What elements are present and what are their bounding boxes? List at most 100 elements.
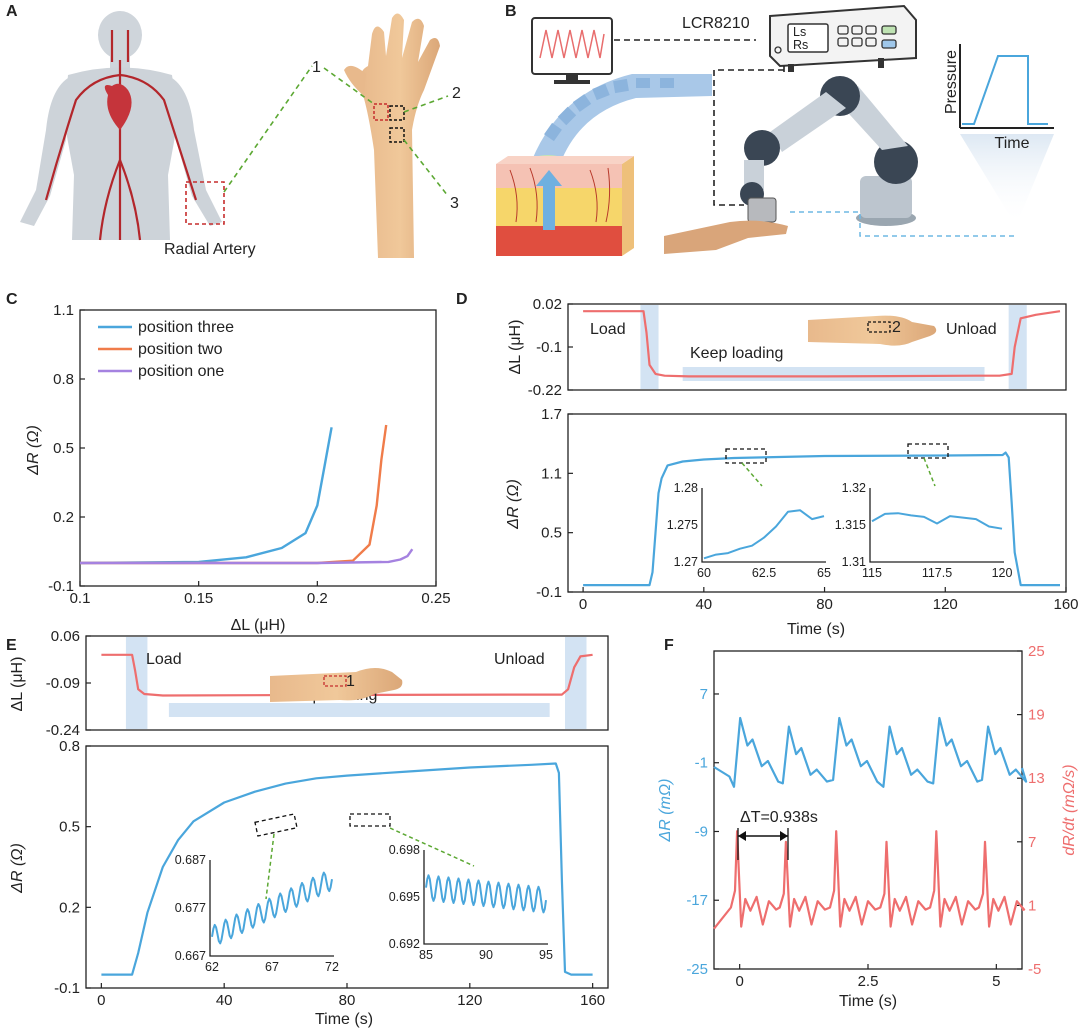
- robot-arm: [740, 76, 918, 226]
- inset-x-tick-label: 117.5: [922, 566, 952, 580]
- inset-line: [703, 509, 825, 560]
- chart-c-y-tick-label: 0.2: [53, 509, 74, 526]
- f-x-tick-label: 5: [992, 973, 1000, 990]
- chart-d-bottom-y-tick-label: 1.1: [541, 465, 562, 482]
- panel-letter-a: A: [6, 3, 18, 20]
- panel-letter-e: E: [6, 637, 17, 654]
- skin-cross-section: [496, 156, 634, 256]
- chart-c-ylabel: ΔR (Ω): [25, 425, 42, 476]
- zoom-connector: [389, 827, 475, 867]
- chart-d-bottom-ylabel: ΔR (Ω): [505, 479, 522, 530]
- hand-illustration: [664, 220, 788, 254]
- pressure-axis-label: Pressure: [943, 50, 960, 114]
- f-right-tick-label: 19: [1028, 707, 1045, 724]
- e-load-label: Load: [146, 651, 182, 668]
- inset-y-tick-label: 0.667: [175, 949, 206, 963]
- f-left-tick-label: -25: [686, 961, 708, 978]
- chart-e-top-y-tick-label: -0.24: [46, 722, 80, 739]
- f-right-tick-label: 1: [1028, 897, 1036, 914]
- screen-label-ls: Ls: [793, 25, 806, 39]
- chart-c-y-tick-label: -0.1: [48, 578, 74, 595]
- pressure-profile-inset: Pressure Time: [943, 44, 1054, 226]
- chart-e-bottom-x-tick-label: 120: [457, 992, 482, 1009]
- delta-t-label: ΔT=0.938s: [740, 809, 818, 826]
- legend-entry: position one: [138, 363, 224, 380]
- f-left-tick-label: -1: [695, 755, 708, 772]
- lcr-meter-icon: Ls Rs: [769, 4, 917, 72]
- callout-lines: [223, 65, 449, 197]
- inset-line: [211, 871, 333, 945]
- inset-y-tick-label: 1.28: [674, 481, 698, 495]
- panel-b: B LCR8210 Ls Rs: [496, 3, 1054, 256]
- chart-c-x-ticks: 0.1 0.15 0.2 0.25: [70, 581, 451, 607]
- zoom-connector: [741, 462, 763, 487]
- f-resistance-line: [713, 716, 1028, 788]
- chart-e-top-ylabel: ΔL (μH): [9, 657, 26, 712]
- inset-x-tick-label: 95: [539, 948, 553, 962]
- chart-e-bottom-x-tick-label: 0: [97, 992, 105, 1009]
- inset-x-tick-label: 72: [325, 960, 339, 974]
- chart-c-y-tick-label: 1.1: [53, 302, 74, 319]
- chart-e-bottom-frame: [85, 745, 609, 989]
- chart-e-bottom-y-tick-label: 0.2: [59, 899, 80, 916]
- zoom-connector: [923, 457, 936, 487]
- inset-x-tick-label: 115: [862, 566, 882, 580]
- callout-number-3: 3: [450, 195, 459, 212]
- chart-c-xlabel: ΔL (μH): [231, 617, 286, 634]
- chart-c-y-tick-label: 0.5: [53, 440, 74, 457]
- chart-d-bottom-line: [583, 451, 1060, 587]
- f-right-tick-label: 13: [1028, 770, 1045, 787]
- chart-c-x-tick-label: 0.15: [184, 590, 213, 607]
- inset-y-tick-label: 1.31: [842, 555, 866, 569]
- inset-axes: [701, 488, 826, 563]
- panel-letter-b: B: [505, 3, 517, 20]
- chart-d-xlabel: Time (s): [787, 621, 845, 638]
- inset-y-tick-label: 1.315: [835, 518, 866, 532]
- callout-number-2: 2: [452, 85, 461, 102]
- soft-actuator: [530, 74, 712, 169]
- inset-y-tick-label: 1.27: [674, 555, 698, 569]
- inset-x-tick-label: 67: [265, 960, 279, 974]
- chart-c-y-ticks: -0.1 0.2 0.5 0.8 1.1: [48, 302, 85, 595]
- chart-d-top-y-tick-label: 0.02: [533, 296, 562, 313]
- chart-d-bottom-frame: [567, 413, 1067, 593]
- callout-number-1: 1: [312, 59, 321, 76]
- d-position-marker: 2: [892, 319, 901, 336]
- zoom-box: [349, 813, 391, 827]
- d-load-label: Load: [590, 321, 626, 338]
- chart-e-top-y-tick-label: -0.09: [46, 675, 80, 692]
- inset-x-tick-label: 65: [817, 566, 831, 580]
- f-left-tick-label: -17: [686, 892, 708, 909]
- chart-d-top-ylabel: ΔL (μH): [507, 320, 524, 375]
- loading-shade: [640, 305, 659, 389]
- panel-d: D 0.02 -0.1 -0.22 ΔL (μH) Load Keep loadin…: [456, 291, 1079, 638]
- panel-f: F 7 -1 -9 -17 -25 25 19 13 7 1 -5 0 2.5 5 ΔR (mΩ) dR/…: [657, 637, 1078, 1010]
- time-axis-label: Time: [995, 135, 1030, 152]
- inset-y-tick-label: 1.275: [667, 518, 698, 532]
- chart-c-x-tick-label: 0.2: [307, 590, 328, 607]
- chart-d-bottom-y-tick-label: -0.1: [536, 584, 562, 601]
- chart-c-y-tick-label: 0.8: [53, 371, 74, 388]
- d-keep-label: Keep loading: [690, 345, 783, 362]
- chart-f-series: 7 -1 -9 -17 -25 25 19 13 7 1 -5 0 2.5 5: [686, 643, 1044, 990]
- inset-x-tick-label: 90: [479, 948, 493, 962]
- chart-c-line-2: [80, 424, 388, 565]
- chart-c-x-tick-label: 0.25: [421, 590, 450, 607]
- inset-y-tick-label: 0.677: [175, 901, 206, 915]
- f-x-tick-label: 2.5: [858, 973, 879, 990]
- chart-e-bottom-x-tick-label: 80: [339, 992, 356, 1009]
- chart-e-top-y-tick-label: 0.06: [51, 628, 80, 645]
- chart-d-bottom-y-tick-label: 0.5: [541, 525, 562, 542]
- chart-d-top-series: 0.02 -0.1 -0.22: [528, 296, 1061, 399]
- inset-line: [425, 874, 547, 914]
- zoom-box: [907, 443, 949, 459]
- chart-d-bottom-y-tick-label: 1.7: [541, 406, 562, 423]
- panel-a: A Radial Artery: [6, 3, 461, 259]
- body-illustration: Radial Artery: [20, 11, 256, 258]
- e-position-marker: 1: [346, 673, 355, 690]
- chart-d-bottom-x-tick-label: 40: [695, 596, 712, 613]
- chart-d-top-y-tick-label: -0.22: [528, 382, 562, 399]
- chart-f-left-label: ΔR (mΩ): [657, 779, 674, 843]
- chart-d-bottom-x-tick-label: 80: [816, 596, 833, 613]
